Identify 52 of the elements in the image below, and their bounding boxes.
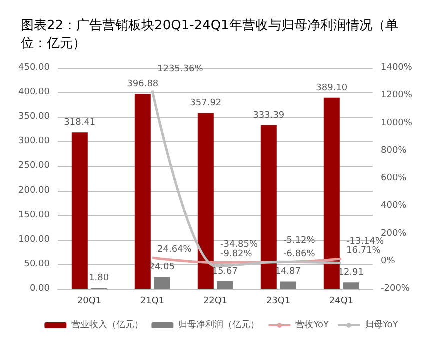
- bar: [217, 281, 234, 289]
- bar: [198, 113, 214, 289]
- y2-tick-label: 0%: [381, 256, 396, 266]
- bar: [154, 277, 170, 289]
- bar: [134, 94, 151, 289]
- y2-tick-label: 400%: [381, 201, 408, 212]
- y2-tick-label: 1200%: [381, 90, 413, 101]
- x-tick-label: 22Q1: [203, 296, 228, 306]
- data-label: 357.92: [190, 98, 222, 109]
- bar: [343, 282, 360, 289]
- data-label: 333.39: [253, 110, 285, 121]
- legend-label: 营业收入（亿元）: [72, 320, 144, 330]
- x-tick-label: 20Q1: [77, 296, 102, 306]
- data-label: 318.41: [64, 118, 96, 128]
- x-tick-label: 24Q1: [329, 296, 354, 306]
- legend-label: 归母YoY: [365, 320, 399, 330]
- y2-tick-label: 1400%: [381, 63, 413, 73]
- legend-label: 归母净利润（亿元）: [178, 320, 260, 330]
- y-tick-label: 150.00: [18, 210, 50, 220]
- y2-tick-label: -200%: [381, 284, 410, 294]
- bar: [260, 125, 277, 289]
- x-tick-label: 23Q1: [266, 296, 291, 306]
- legend-label: 营收YoY: [296, 320, 330, 330]
- data-label: 1.80: [89, 274, 110, 284]
- y-tick-label: 250.00: [18, 161, 50, 172]
- y2-tick-label: 1000%: [381, 118, 413, 128]
- data-label: -34.85%: [220, 240, 259, 250]
- y-tick-label: 400.00: [18, 88, 50, 98]
- y2-tick-label: 600%: [381, 174, 408, 184]
- data-label: -9.82%: [220, 250, 253, 260]
- data-label: 24.64%: [158, 244, 192, 255]
- y2-tick-label: 800%: [381, 146, 408, 156]
- chart-title: 图表22：广告营销板块20Q1-24Q1年营收与归母净利润情况（单位：亿元）: [21, 18, 398, 52]
- y-tick-label: 300.00: [18, 136, 50, 147]
- data-label: -5.12%: [284, 236, 316, 246]
- bar: [72, 132, 88, 289]
- y-tick-label: 0.00: [30, 284, 50, 294]
- y-tick-label: 200.00: [18, 186, 50, 196]
- y-tick-label: 450.00: [18, 63, 50, 73]
- data-label: 16.71%: [346, 246, 382, 256]
- bar: [280, 282, 296, 289]
- data-label: -13.14%: [346, 237, 385, 248]
- y-tick-label: 350.00: [18, 112, 50, 122]
- y-tick-label: 50.00: [24, 259, 50, 270]
- data-label: 389.10: [316, 83, 348, 94]
- y2-tick-label: 200%: [381, 228, 408, 239]
- data-label: 1235.36%: [158, 64, 204, 75]
- data-label: -6.86%: [284, 249, 316, 260]
- x-tick-label: 21Q1: [140, 296, 165, 306]
- data-label: 396.88: [127, 80, 159, 90]
- y-tick-label: 100.00: [18, 234, 50, 245]
- bar: [324, 98, 340, 289]
